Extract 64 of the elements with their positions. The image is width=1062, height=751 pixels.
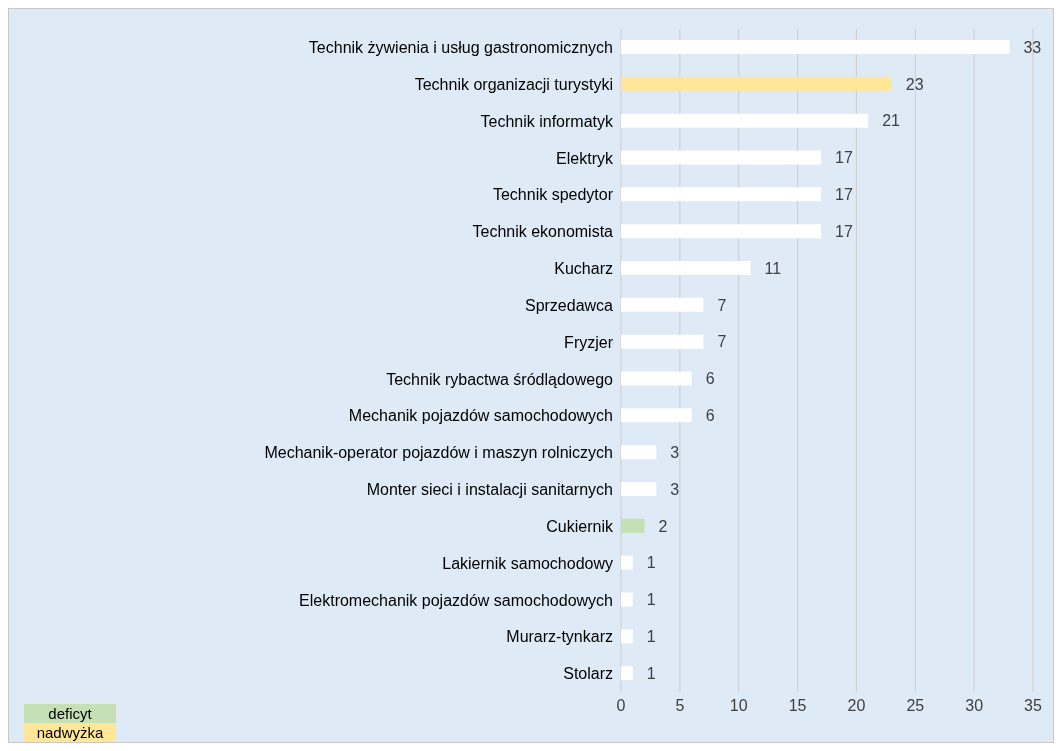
data-label: 3 (670, 480, 680, 498)
data-label: 7 (717, 333, 727, 351)
bar (621, 40, 1010, 54)
bar (621, 518, 645, 533)
x-tick-label: 0 (616, 697, 626, 715)
x-tick-label: 10 (729, 697, 748, 715)
x-tick-label: 5 (675, 697, 685, 715)
data-label: 7 (717, 296, 727, 314)
y-tick-label: Technik ekonomista (472, 223, 614, 241)
y-tick-label: Murarz-tynkarz (506, 628, 613, 646)
data-label: 1 (646, 664, 656, 682)
bar (621, 666, 633, 681)
y-tick-label: Elektromechanik pojazdów samochodowych (299, 591, 613, 609)
y-tick-label: Stolarz (563, 665, 613, 683)
x-tick-label: 20 (847, 697, 866, 715)
data-label: 21 (882, 112, 901, 130)
data-label: 3 (670, 443, 680, 461)
data-label: 11 (764, 259, 782, 277)
data-label: 33 (1023, 38, 1042, 56)
data-label: 1 (646, 554, 656, 572)
x-tick-label: 35 (1024, 697, 1042, 715)
bar (621, 261, 751, 275)
data-label: 1 (646, 591, 656, 609)
bar (621, 334, 704, 349)
bar (621, 150, 822, 165)
data-label: 2 (658, 517, 668, 535)
bar (621, 224, 822, 239)
text: nadwyżka (24, 723, 116, 742)
data-label: 17 (835, 222, 854, 240)
y-tick-label: Cukiernik (546, 517, 614, 535)
y-tick-label: Technik rybactwa śródlądowego (386, 370, 614, 388)
y-tick-label: Monter sieci i instalacji sanitarnych (366, 481, 613, 499)
y-tick-label: Technik organizacji turystyki (414, 75, 613, 93)
bar (621, 629, 633, 644)
y-tick-label: Technik informatyk (480, 112, 614, 130)
data-label: 17 (835, 149, 854, 167)
y-tick-label: Technik żywienia i usług gastronomicznych (308, 39, 613, 57)
bar (621, 187, 822, 202)
y-tick-label: Sprzedawca (524, 296, 614, 314)
data-label: 6 (705, 407, 715, 425)
x-tick-label: 30 (965, 697, 984, 715)
bar (621, 297, 704, 312)
text: deficyt (24, 704, 116, 723)
y-tick-label: Kucharz (554, 260, 613, 278)
data-label: 23 (905, 75, 924, 93)
y-tick-label: Fryzjer (564, 333, 614, 351)
data-label: 17 (835, 186, 854, 204)
bar (621, 592, 633, 607)
x-tick-label: 15 (788, 697, 807, 715)
y-tick-label: Technik spedytor (492, 186, 614, 204)
data-label: 6 (705, 370, 715, 388)
bar (621, 371, 692, 386)
bar (621, 445, 657, 460)
y-tick-label: Lakiernik samochodowy (442, 554, 613, 572)
bar (621, 113, 869, 128)
y-tick-label: Elektryk (556, 149, 614, 167)
bar (621, 482, 657, 496)
data-label: 1 (646, 628, 656, 646)
bar (621, 76, 892, 91)
bar (621, 555, 633, 570)
y-tick-label: Mechanik pojazdów samochodowych (348, 407, 613, 425)
bar (621, 408, 692, 423)
x-tick-label: 25 (906, 697, 925, 715)
y-tick-label: Mechanik-operator pojazdów i maszyn rolniczych (264, 444, 613, 462)
